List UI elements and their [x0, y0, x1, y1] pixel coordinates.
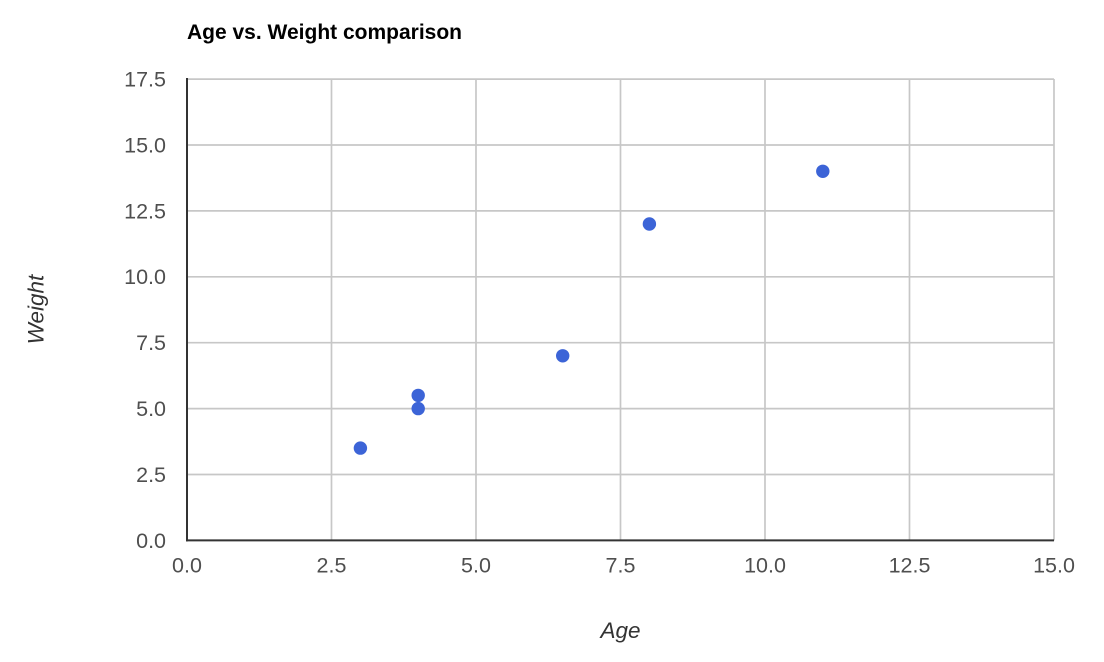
svg-text:12.5: 12.5 [889, 553, 931, 577]
svg-text:2.5: 2.5 [136, 463, 166, 487]
svg-text:5.0: 5.0 [136, 397, 166, 421]
svg-text:Age: Age [598, 618, 640, 643]
svg-text:10.0: 10.0 [124, 265, 166, 289]
svg-text:5.0: 5.0 [461, 553, 491, 577]
svg-text:7.5: 7.5 [136, 331, 166, 355]
svg-text:15.0: 15.0 [1033, 553, 1075, 577]
svg-text:12.5: 12.5 [124, 199, 166, 223]
svg-text:0.0: 0.0 [136, 529, 166, 553]
svg-text:2.5: 2.5 [317, 553, 347, 577]
svg-text:Age vs. Weight comparison: Age vs. Weight comparison [187, 21, 462, 44]
svg-text:Weight: Weight [24, 273, 49, 344]
svg-text:17.5: 17.5 [124, 68, 166, 92]
svg-text:15.0: 15.0 [124, 133, 166, 157]
svg-text:7.5: 7.5 [606, 553, 636, 577]
svg-text:0.0: 0.0 [172, 553, 202, 577]
svg-text:10.0: 10.0 [744, 553, 786, 577]
